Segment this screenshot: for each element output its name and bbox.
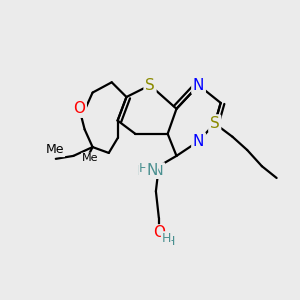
Text: S: S [145, 78, 155, 93]
Text: H: H [139, 162, 148, 175]
Text: Me: Me [46, 143, 64, 157]
Text: O: O [73, 101, 85, 116]
Text: H–N: H–N [136, 164, 164, 178]
Text: N: N [193, 78, 204, 93]
Text: N: N [193, 78, 204, 93]
Text: S: S [145, 78, 155, 93]
Text: S: S [210, 116, 220, 131]
Text: Me: Me [81, 153, 98, 163]
Text: N: N [193, 134, 204, 149]
Text: O: O [153, 226, 165, 242]
Text: H: H [166, 235, 176, 248]
Text: H: H [161, 232, 171, 245]
Text: O: O [73, 101, 85, 116]
Text: N: N [193, 134, 204, 149]
Text: S: S [210, 116, 220, 131]
Text: O: O [153, 225, 165, 240]
Text: N: N [146, 163, 158, 178]
